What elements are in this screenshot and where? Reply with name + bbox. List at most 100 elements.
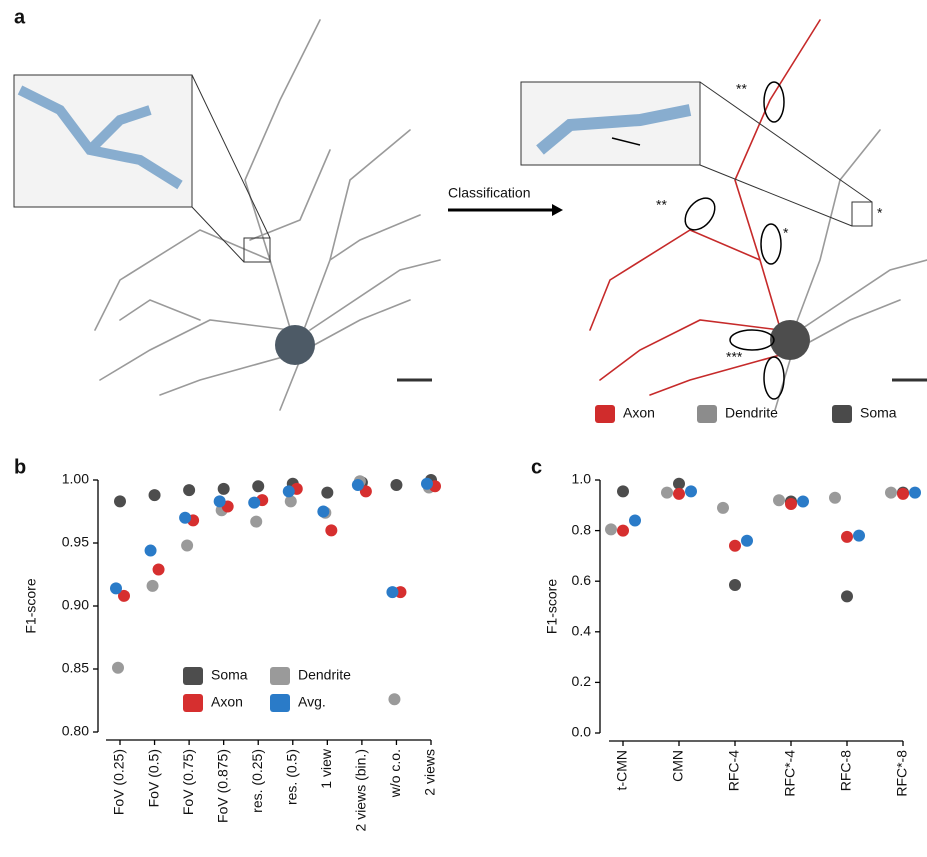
panel-a-drawing: [14, 20, 927, 410]
x-tick-label: 2 views: [422, 749, 438, 796]
dot: [317, 506, 329, 518]
dot: [153, 563, 165, 575]
dot: [112, 662, 124, 674]
legend-swatch: [183, 667, 203, 685]
dot: [729, 579, 741, 591]
dot: [717, 502, 729, 514]
legend-swatch: [183, 694, 203, 712]
dot: [853, 530, 865, 542]
y-tick-label: 0.4: [572, 623, 592, 639]
legend-swatch: [270, 667, 290, 685]
legend-label: Soma: [211, 667, 248, 683]
dot: [283, 485, 295, 497]
arrow-label: Classification: [448, 185, 530, 201]
x-tick-label: RFC*-8: [894, 750, 910, 797]
legend-label: Soma: [860, 405, 897, 421]
x-tick-label: res. (0.25): [249, 749, 265, 813]
dot: [325, 524, 337, 536]
soma: [770, 320, 810, 360]
legend-swatch: [595, 405, 615, 423]
dot: [729, 540, 741, 552]
dot: [841, 590, 853, 602]
dot: [214, 495, 226, 507]
y-tick-label: 0.95: [62, 534, 89, 550]
dot: [149, 489, 161, 501]
x-tick-label: 2 views (bin.): [353, 749, 369, 831]
dot: [388, 693, 400, 705]
panel-label: b: [14, 456, 26, 478]
dot: [183, 484, 195, 496]
dot: [885, 487, 897, 499]
x-tick-label: w/o c.o.: [387, 749, 403, 798]
dot: [909, 487, 921, 499]
dot: [114, 495, 126, 507]
y-tick-label: 1.0: [572, 471, 592, 487]
legend-label: Dendrite: [298, 667, 351, 683]
legend-label: Axon: [623, 405, 655, 421]
y-tick-label: 0.2: [572, 673, 592, 689]
dot: [629, 514, 641, 526]
dot: [617, 525, 629, 537]
legend-label: Axon: [211, 694, 243, 710]
legend-swatch: [832, 405, 852, 423]
x-tick-label: RFC-4: [726, 750, 742, 791]
x-tick-label: 1 view: [318, 748, 334, 789]
annotation: **: [736, 81, 747, 97]
dot: [685, 485, 697, 497]
y-tick-label: 0.8: [572, 521, 592, 537]
dot: [421, 478, 433, 490]
x-tick-label: FoV (0.875): [214, 749, 230, 823]
y-tick-label: 0.6: [572, 572, 592, 588]
dot: [841, 531, 853, 543]
dot: [250, 516, 262, 528]
panel-label: a: [14, 6, 26, 28]
annotation: *: [877, 205, 883, 221]
dot: [252, 480, 264, 492]
annotation: *: [783, 225, 789, 241]
dot: [248, 497, 260, 509]
dot: [145, 545, 157, 557]
y-tick-label: 0.0: [572, 724, 592, 740]
dot: [661, 487, 673, 499]
x-tick-label: FoV (0.5): [145, 749, 161, 807]
annotation: **: [656, 197, 667, 213]
legend-label: Dendrite: [725, 405, 778, 421]
dot: [829, 492, 841, 504]
x-tick-label: t-CMN: [614, 750, 630, 790]
y-tick-label: 1.00: [62, 471, 89, 487]
dot: [390, 479, 402, 491]
dot: [785, 498, 797, 510]
x-tick-label: RFC-8: [838, 750, 854, 791]
dot: [110, 582, 122, 594]
x-tick-label: CMN: [670, 750, 686, 782]
dot: [773, 494, 785, 506]
dot: [797, 496, 809, 508]
y-tick-label: 0.85: [62, 660, 89, 676]
dot: [179, 512, 191, 524]
x-tick-label: RFC*-4: [782, 750, 798, 797]
dot: [605, 523, 617, 535]
dot: [285, 495, 297, 507]
x-tick-label: FoV (0.25): [111, 749, 127, 815]
dot: [897, 488, 909, 500]
dot: [741, 535, 753, 547]
dot: [321, 487, 333, 499]
dot: [617, 485, 629, 497]
x-tick-label: res. (0.5): [283, 749, 299, 805]
legend-swatch: [270, 694, 290, 712]
figure: a Classification ** ** * * *** Axon Dendr…: [0, 0, 927, 852]
y-tick-label: 0.90: [62, 597, 89, 613]
panel-label: c: [531, 456, 542, 478]
dot: [218, 483, 230, 495]
dot: [673, 488, 685, 500]
dot: [147, 580, 159, 592]
x-tick-label: FoV (0.75): [180, 749, 196, 815]
legend-label: Avg.: [298, 694, 326, 710]
y-tick-label: 0.80: [62, 723, 89, 739]
dot: [352, 479, 364, 491]
y-axis-label: F1-score: [23, 578, 39, 633]
y-axis-label: F1-score: [544, 579, 560, 634]
soma: [275, 325, 315, 365]
dot: [386, 586, 398, 598]
annotation: ***: [726, 349, 743, 365]
